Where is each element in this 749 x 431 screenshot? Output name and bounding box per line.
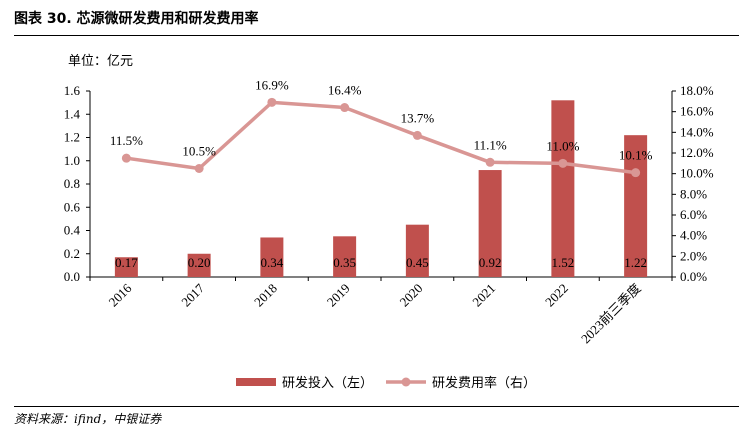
bar-value-label: 0.34 [261,255,284,270]
right-tick-label: 4.0% [680,228,707,243]
rate-value-label: 10.1% [619,148,653,163]
bar-value-label: 0.92 [479,255,502,270]
footer-divider [14,406,739,407]
rate-value-label: 11.0% [546,138,579,153]
x-tick-label: 2021 [469,281,498,310]
title-divider [14,35,739,36]
left-tick-label: 0.6 [64,199,81,214]
legend-line-label: 研发费用率（右） [432,375,536,391]
left-tick-label: 0.8 [64,176,80,191]
bar [405,224,429,277]
right-tick-label: 10.0% [680,166,714,181]
bar-value-label: 0.20 [188,255,211,270]
bar-value-label: 0.45 [406,255,429,270]
x-tick-label: 2016 [106,280,135,309]
right-tick-label: 0.0% [680,269,707,284]
x-tick-label: 2020 [397,281,426,310]
left-tick-label: 0.0 [64,269,80,284]
source-note: 资料来源：ifind，中银证券 [14,412,162,426]
right-tick-label: 2.0% [680,248,707,263]
x-tick-label: 2017 [178,280,207,309]
left-tick-label: 0.4 [64,223,81,238]
rate-value-label: 11.5% [110,133,143,148]
rate-point [267,97,277,107]
right-tick-label: 6.0% [680,207,707,222]
left-tick-label: 1.0 [64,153,80,168]
rate-line [124,100,638,175]
right-tick-label: 12.0% [680,145,714,160]
rate-point [340,103,350,113]
bar-value-label: 0.35 [333,255,356,270]
left-tick-label: 1.4 [64,106,81,121]
bar [478,170,502,277]
rate-point [194,164,204,173]
legend-bar-label: 研发投入（左） [282,375,373,391]
right-tick-label: 8.0% [680,186,707,201]
legend-bar-swatch [236,378,276,386]
bar-value-label: 0.17 [115,255,138,270]
rate-value-label: 10.5% [182,144,216,159]
rate-point [485,157,495,167]
rate-point [412,130,422,140]
rate-value-label: 11.1% [474,137,507,152]
rate-point [558,158,568,168]
bar [333,236,357,277]
x-tick-label: 2023前三季度 [578,281,644,347]
bar [187,253,211,277]
chart-title: 图表 30. 芯源微研发费用和研发费用率 [14,11,259,27]
rate-point [631,168,641,178]
x-tick-label: 2019 [324,281,353,310]
bar [114,257,138,277]
rate-point [121,153,131,163]
right-tick-label: 18.0% [680,83,714,98]
left-tick-label: 1.6 [64,83,81,98]
rate-value-label: 13.7% [401,110,435,125]
bar-value-label: 1.52 [552,255,575,270]
left-tick-label: 0.2 [64,246,80,261]
bar-value-label: 1.22 [624,255,647,270]
x-tick-label: 2018 [251,281,280,310]
right-tick-label: 14.0% [680,124,714,139]
unit-label: 单位：亿元 [68,54,134,69]
legend-line-marker [401,377,411,387]
right-tick-label: 16.0% [680,104,714,119]
rate-value-label: 16.4% [328,83,362,98]
bar [260,237,284,277]
left-tick-label: 1.2 [64,130,80,145]
rate-value-label: 16.9% [255,77,289,92]
bar [551,100,575,277]
x-tick-label: 2022 [542,281,571,310]
